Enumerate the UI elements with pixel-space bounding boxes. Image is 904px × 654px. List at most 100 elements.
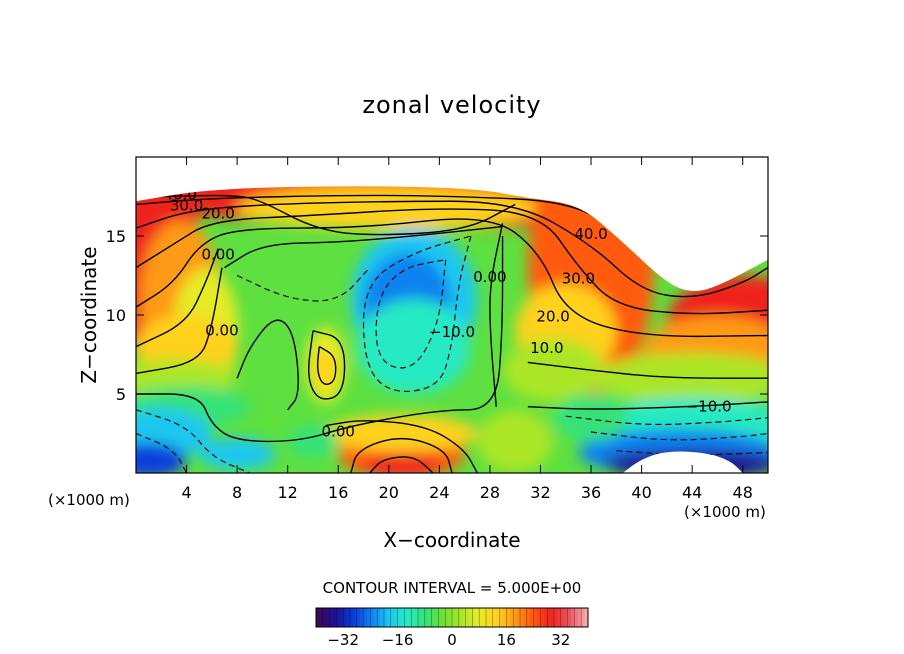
colorbar-swatch [516,608,521,627]
colorbar-swatch [540,608,545,627]
colorbar-swatch [353,608,358,627]
contour-line [161,194,516,236]
colorbar-swatch [479,608,483,627]
x-tick-label: 40 [631,483,651,502]
colorbar-swatch [506,608,511,627]
colorbar-swatch [472,608,477,627]
field-patch [199,438,276,470]
colorbar-swatch [356,608,361,627]
colorbar-swatch [557,608,562,627]
colorbar-tick-label: −32 [327,631,359,649]
contour-label: −10.0 [686,397,732,415]
contour-label: 0.00 [201,246,234,264]
colorbar-swatch [424,608,429,627]
x-tick-label: 48 [733,483,753,502]
contour-line [136,236,504,443]
contour-label: 0.00 [205,322,238,340]
contour-line [136,248,219,348]
contour-label: 40.0 [574,225,607,243]
colorbar-tick-label: −16 [382,631,414,649]
colorbar-swatch [560,608,565,627]
colorbar-tick-label: 0 [447,631,457,649]
contour-label: 30.0 [562,269,595,287]
contour-label: 20.0 [201,205,234,223]
colorbar-swatch [564,608,568,627]
contour-line [369,456,434,473]
colorbar-swatch [567,608,572,627]
contour-line [325,420,478,473]
colorbar-swatch [336,608,341,627]
colorbar-swatch [475,608,480,627]
colorbar-swatch [499,608,504,627]
colorbar-swatch [455,608,460,627]
colorbar-swatch [448,608,453,627]
colorbar-swatch [486,608,490,627]
field-patch [136,442,187,473]
no-data-mask-bottom-right [622,451,743,473]
contour-line [527,361,768,379]
colorbar-swatch [397,608,402,627]
contour-line [316,345,337,385]
colorbar-swatch [520,608,524,627]
contour-line [362,235,472,392]
colorbar-swatch [319,608,324,627]
colorbar-swatch [339,608,344,627]
colorbar-frame [315,607,589,628]
colorbar-swatch [513,608,517,627]
colorbar-swatch [584,608,589,627]
colorbar-swatch [333,608,337,627]
contour-line [527,401,768,410]
contour-line [590,431,768,441]
chart-title: zonal velocity [362,91,541,119]
colorbar-swatch [543,608,548,627]
colorbar-swatch [581,608,585,627]
field-patch [357,299,471,394]
x-tick-label: 28 [480,483,500,502]
colorbar-swatch [343,608,347,627]
contour-line [489,223,504,407]
colorbar-swatch [489,608,494,627]
colorbar-swatch [411,608,415,627]
x-tick-label: 44 [682,483,702,502]
colorbar-swatch [384,608,388,627]
colorbar-swatch [350,608,354,627]
colorbar-swatch [360,608,364,627]
colorbar-swatch [329,608,334,627]
colorbar-swatch [401,608,405,627]
colorbar-swatch [428,608,432,627]
contour-line [136,432,188,473]
colorbar-swatch [533,608,538,627]
colorbar-swatch [414,608,419,627]
contour-label: 20.0 [536,307,569,325]
contour-line [136,409,250,473]
colorbar-swatch [445,608,449,627]
field-patch [363,450,440,473]
x-unit-note-right: (×1000 m) [684,503,766,521]
colorbar-swatch [370,608,375,627]
y-tick-label: 10 [106,306,126,325]
colorbar-swatch [469,608,473,627]
colorbar [315,607,589,628]
plot-area: 40.030.020.00.000.000.00−10.00.0040.030.… [106,156,769,502]
colorbar-swatch [458,608,463,627]
colorbar-swatch [363,608,368,627]
contour-label: 0.00 [322,423,355,441]
x-tick-label: 24 [429,483,449,502]
contour-line [136,208,768,315]
contour-line [375,259,447,369]
colorbar-swatch [373,608,378,627]
colorbar-swatch [571,608,575,627]
x-tick-label: 20 [379,483,399,502]
colorbar-swatch [418,608,422,627]
x-axis-label: X−coordinate [383,528,520,552]
field-patch [477,409,554,473]
colorbar-swatch [574,608,579,627]
colorbar-swatch [465,608,470,627]
field-patch [553,394,629,442]
colorbar-tick-label: 16 [497,631,516,649]
colorbar-tick-label: 32 [551,631,570,649]
colorbar-swatch [509,608,514,627]
colorbar-swatch [407,608,412,627]
colorbar-swatch [496,608,500,627]
